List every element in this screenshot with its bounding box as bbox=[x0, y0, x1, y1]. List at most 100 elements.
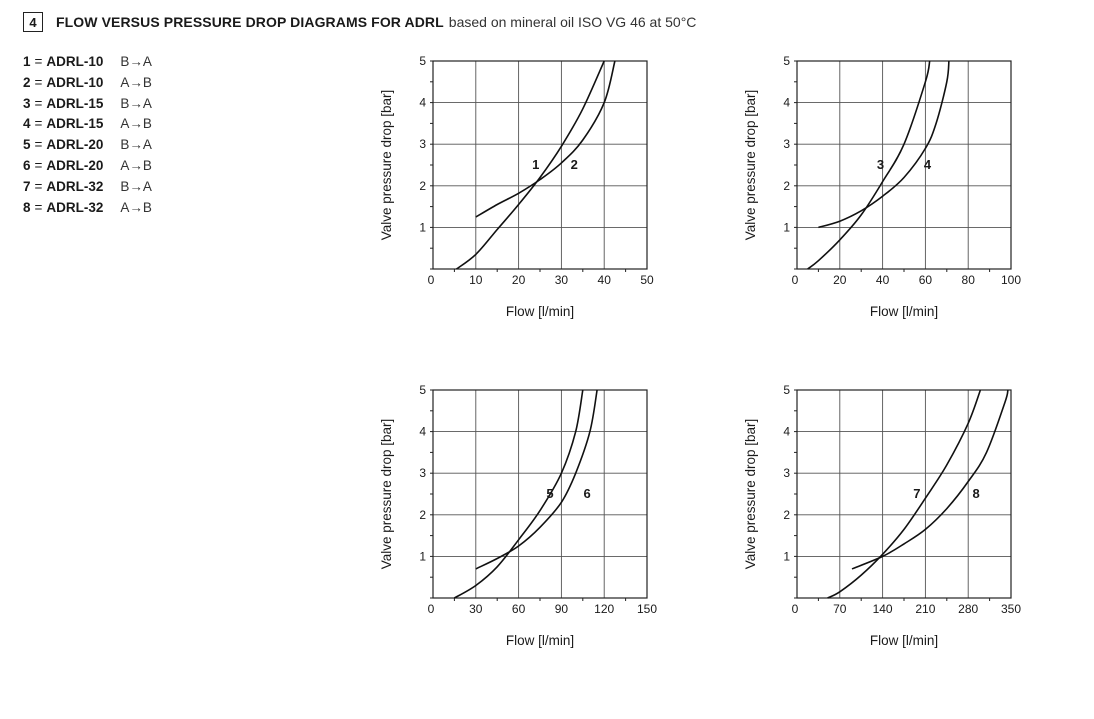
legend-direction: B→A bbox=[120, 137, 152, 153]
x-tick-label: 40 bbox=[876, 273, 890, 287]
y-axis-title: Valve pressure drop [bar] bbox=[379, 90, 394, 241]
plot-frame bbox=[432, 389, 648, 599]
legend-number: 8 bbox=[23, 199, 31, 215]
curve-3 bbox=[807, 60, 931, 270]
legend-row: 4 = ADRL-15 A→B bbox=[23, 114, 152, 135]
x-tick-label: 20 bbox=[512, 273, 526, 287]
section-title: FLOW VERSUS PRESSURE DROP DIAGRAMS FOR A… bbox=[56, 14, 444, 30]
legend-number: 6 bbox=[23, 157, 31, 173]
legend-number: 4 bbox=[23, 116, 31, 132]
x-axis-title: Flow [l/min] bbox=[506, 633, 574, 648]
chart-adrl-15: 1 2 3 4 5 20 40 60 80 100 0 Flow [l/min] Valve press… bbox=[743, 54, 1021, 319]
y-tick-label: 1 bbox=[783, 549, 790, 563]
curve-label-7: 7 bbox=[913, 486, 920, 501]
model-legend: 1 = ADRL-10 B→A 2 = ADRL-10 A→B 3 = ADRL-15 B→A 4… bbox=[23, 52, 152, 218]
x-tick-label: 150 bbox=[637, 602, 657, 616]
x-tick-label: 90 bbox=[555, 602, 569, 616]
legend-row: 2 = ADRL-10 A→B bbox=[23, 73, 152, 94]
legend-direction: A→B bbox=[120, 116, 152, 132]
y-tick-label: 5 bbox=[783, 54, 790, 68]
chart-adrl-32: 1 2 3 4 5 70 140 210 280 350 0 Flow [l/min] Valve pr… bbox=[743, 383, 1021, 648]
chart-adrl-20: 1 2 3 4 5 30 60 90 120 150 0 Flow [l/min] Valve pres… bbox=[379, 383, 657, 648]
x-tick-label: 70 bbox=[833, 602, 847, 616]
y-axis-title: Valve pressure drop [bar] bbox=[743, 90, 758, 241]
legend-model: ADRL-32 bbox=[46, 199, 104, 215]
plot-frame bbox=[432, 60, 648, 270]
legend-row: 8 = ADRL-32 A→B bbox=[23, 198, 152, 219]
legend-row: 6 = ADRL-20 A→B bbox=[23, 156, 152, 177]
legend-equals: = bbox=[34, 157, 43, 173]
curve-label-2: 2 bbox=[571, 157, 578, 172]
legend-number: 3 bbox=[23, 95, 31, 111]
curve-1 bbox=[456, 60, 605, 270]
legend-row: 7 = ADRL-32 B→A bbox=[23, 177, 152, 198]
curve-label-4: 4 bbox=[924, 157, 932, 172]
y-tick-label: 5 bbox=[419, 54, 426, 68]
y-tick-label: 3 bbox=[419, 137, 426, 151]
curve-label-3: 3 bbox=[877, 157, 884, 172]
y-tick-label: 3 bbox=[783, 137, 790, 151]
curve-6 bbox=[475, 389, 598, 570]
legend-equals: = bbox=[34, 95, 43, 111]
x-tick-label: 350 bbox=[1001, 602, 1021, 616]
y-tick-label: 4 bbox=[419, 425, 426, 439]
legend-number: 1 bbox=[23, 54, 31, 69]
y-tick-label: 1 bbox=[419, 549, 426, 563]
y-tick-label: 4 bbox=[783, 96, 790, 110]
x-tick-label: 60 bbox=[512, 602, 526, 616]
y-tick-label: 2 bbox=[419, 508, 426, 522]
legend-direction: B→A bbox=[120, 178, 152, 194]
curve-label-8: 8 bbox=[973, 486, 980, 501]
legend-row: 3 = ADRL-15 B→A bbox=[23, 94, 152, 115]
curve-label-6: 6 bbox=[583, 486, 590, 501]
curve-7 bbox=[827, 389, 982, 599]
section-number-box: 4 bbox=[23, 12, 43, 32]
legend-direction: A→B bbox=[120, 157, 152, 173]
legend-equals: = bbox=[34, 116, 43, 132]
x-tick-label: 20 bbox=[833, 273, 847, 287]
y-tick-label: 1 bbox=[783, 220, 790, 234]
legend-model: ADRL-20 bbox=[46, 157, 104, 173]
legend-direction: A→B bbox=[120, 74, 152, 90]
section-header: 4 FLOW VERSUS PRESSURE DROP DIAGRAMS FOR… bbox=[23, 11, 696, 33]
legend-model: ADRL-20 bbox=[46, 137, 104, 153]
x-tick-label: 100 bbox=[1001, 273, 1021, 287]
x-tick-label: 40 bbox=[598, 273, 612, 287]
x-tick-label: 80 bbox=[962, 273, 976, 287]
origin-tick-label: 0 bbox=[792, 602, 799, 616]
legend-direction: B→A bbox=[120, 95, 152, 111]
legend-model: ADRL-10 bbox=[46, 54, 104, 69]
legend-number: 7 bbox=[23, 178, 31, 194]
legend-equals: = bbox=[34, 74, 43, 90]
legend-number: 5 bbox=[23, 137, 31, 153]
origin-tick-label: 0 bbox=[428, 602, 435, 616]
section-subtitle: based on mineral oil ISO VG 46 at 50°C bbox=[448, 14, 697, 30]
x-tick-label: 60 bbox=[919, 273, 933, 287]
origin-tick-label: 0 bbox=[792, 273, 799, 287]
y-tick-label: 3 bbox=[419, 466, 426, 480]
legend-equals: = bbox=[34, 199, 43, 215]
x-tick-label: 50 bbox=[640, 273, 654, 287]
legend-number: 2 bbox=[23, 74, 31, 90]
x-tick-label: 140 bbox=[873, 602, 893, 616]
x-tick-label: 210 bbox=[915, 602, 935, 616]
y-tick-label: 4 bbox=[419, 96, 426, 110]
legend-equals: = bbox=[34, 178, 43, 194]
x-tick-label: 30 bbox=[469, 602, 483, 616]
curve-label-5: 5 bbox=[546, 486, 553, 501]
legend-model: ADRL-32 bbox=[46, 178, 104, 194]
x-tick-label: 120 bbox=[594, 602, 614, 616]
y-tick-label: 2 bbox=[419, 179, 426, 193]
y-axis-title: Valve pressure drop [bar] bbox=[379, 419, 394, 570]
y-tick-label: 2 bbox=[783, 508, 790, 522]
legend-equals: = bbox=[34, 54, 43, 69]
legend-row: 5 = ADRL-20 B→A bbox=[23, 135, 152, 156]
x-tick-label: 30 bbox=[555, 273, 569, 287]
curve-label-1: 1 bbox=[532, 157, 539, 172]
legend-row: 1 = ADRL-10 B→A bbox=[23, 52, 152, 73]
x-axis-title: Flow [l/min] bbox=[870, 633, 938, 648]
origin-tick-label: 0 bbox=[428, 273, 435, 287]
legend-model: ADRL-10 bbox=[46, 74, 104, 90]
curve-4 bbox=[818, 60, 950, 229]
y-tick-label: 5 bbox=[783, 383, 790, 397]
